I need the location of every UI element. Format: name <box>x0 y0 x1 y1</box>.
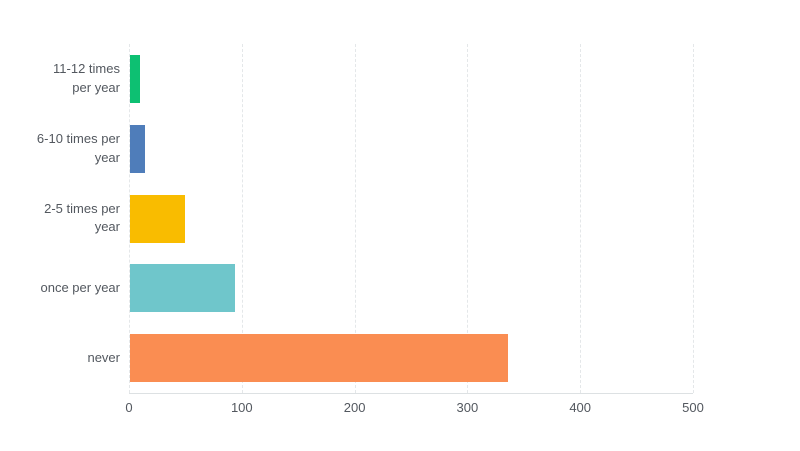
bar-once-per-year[interactable] <box>130 264 235 313</box>
gridline-x-400 <box>580 44 582 393</box>
bar-2-5-times-per-year[interactable] <box>130 194 186 243</box>
category-label-11-12-times-per-year: 11-12 times per year <box>0 44 120 114</box>
category-label-line: year <box>94 149 120 165</box>
category-label-line: once per year <box>40 279 121 295</box>
x-axis-tick-label: 200 <box>343 400 366 415</box>
category-label-line: 2-5 times per <box>44 200 120 216</box>
category-label-2-5-times-per-year: 2-5 times per year <box>0 184 120 254</box>
x-axis-tick-label: 300 <box>456 400 479 415</box>
x-axis-tick-label: 500 <box>682 400 704 415</box>
category-label-line: year <box>94 219 120 235</box>
category-label-line: per year <box>72 79 120 95</box>
bar-never[interactable] <box>130 334 508 383</box>
bar-6-10-times-per-year[interactable] <box>130 124 145 173</box>
category-label-6-10-times-per-year: 6-10 times per year <box>0 114 120 184</box>
category-label-once-per-year: once per year <box>0 253 121 323</box>
bar-11-12-times-per-year[interactable] <box>130 54 141 103</box>
category-label-line: 11-12 times <box>53 61 120 77</box>
x-axis-tick-label: 100 <box>230 400 253 415</box>
plot-area <box>129 44 694 394</box>
gridline-x-0 <box>129 44 130 393</box>
category-label-line: never <box>87 349 120 365</box>
category-label-line: 6-10 times per <box>36 130 120 146</box>
category-label-never: never <box>0 323 120 393</box>
gridline-x-300 <box>467 44 469 393</box>
x-axis-tick-label: 0 <box>125 400 133 415</box>
gridline-x-100 <box>241 44 243 393</box>
gridline-x-500 <box>693 44 694 393</box>
x-axis-tick-label: 400 <box>569 400 592 415</box>
gridline-x-200 <box>354 44 356 393</box>
